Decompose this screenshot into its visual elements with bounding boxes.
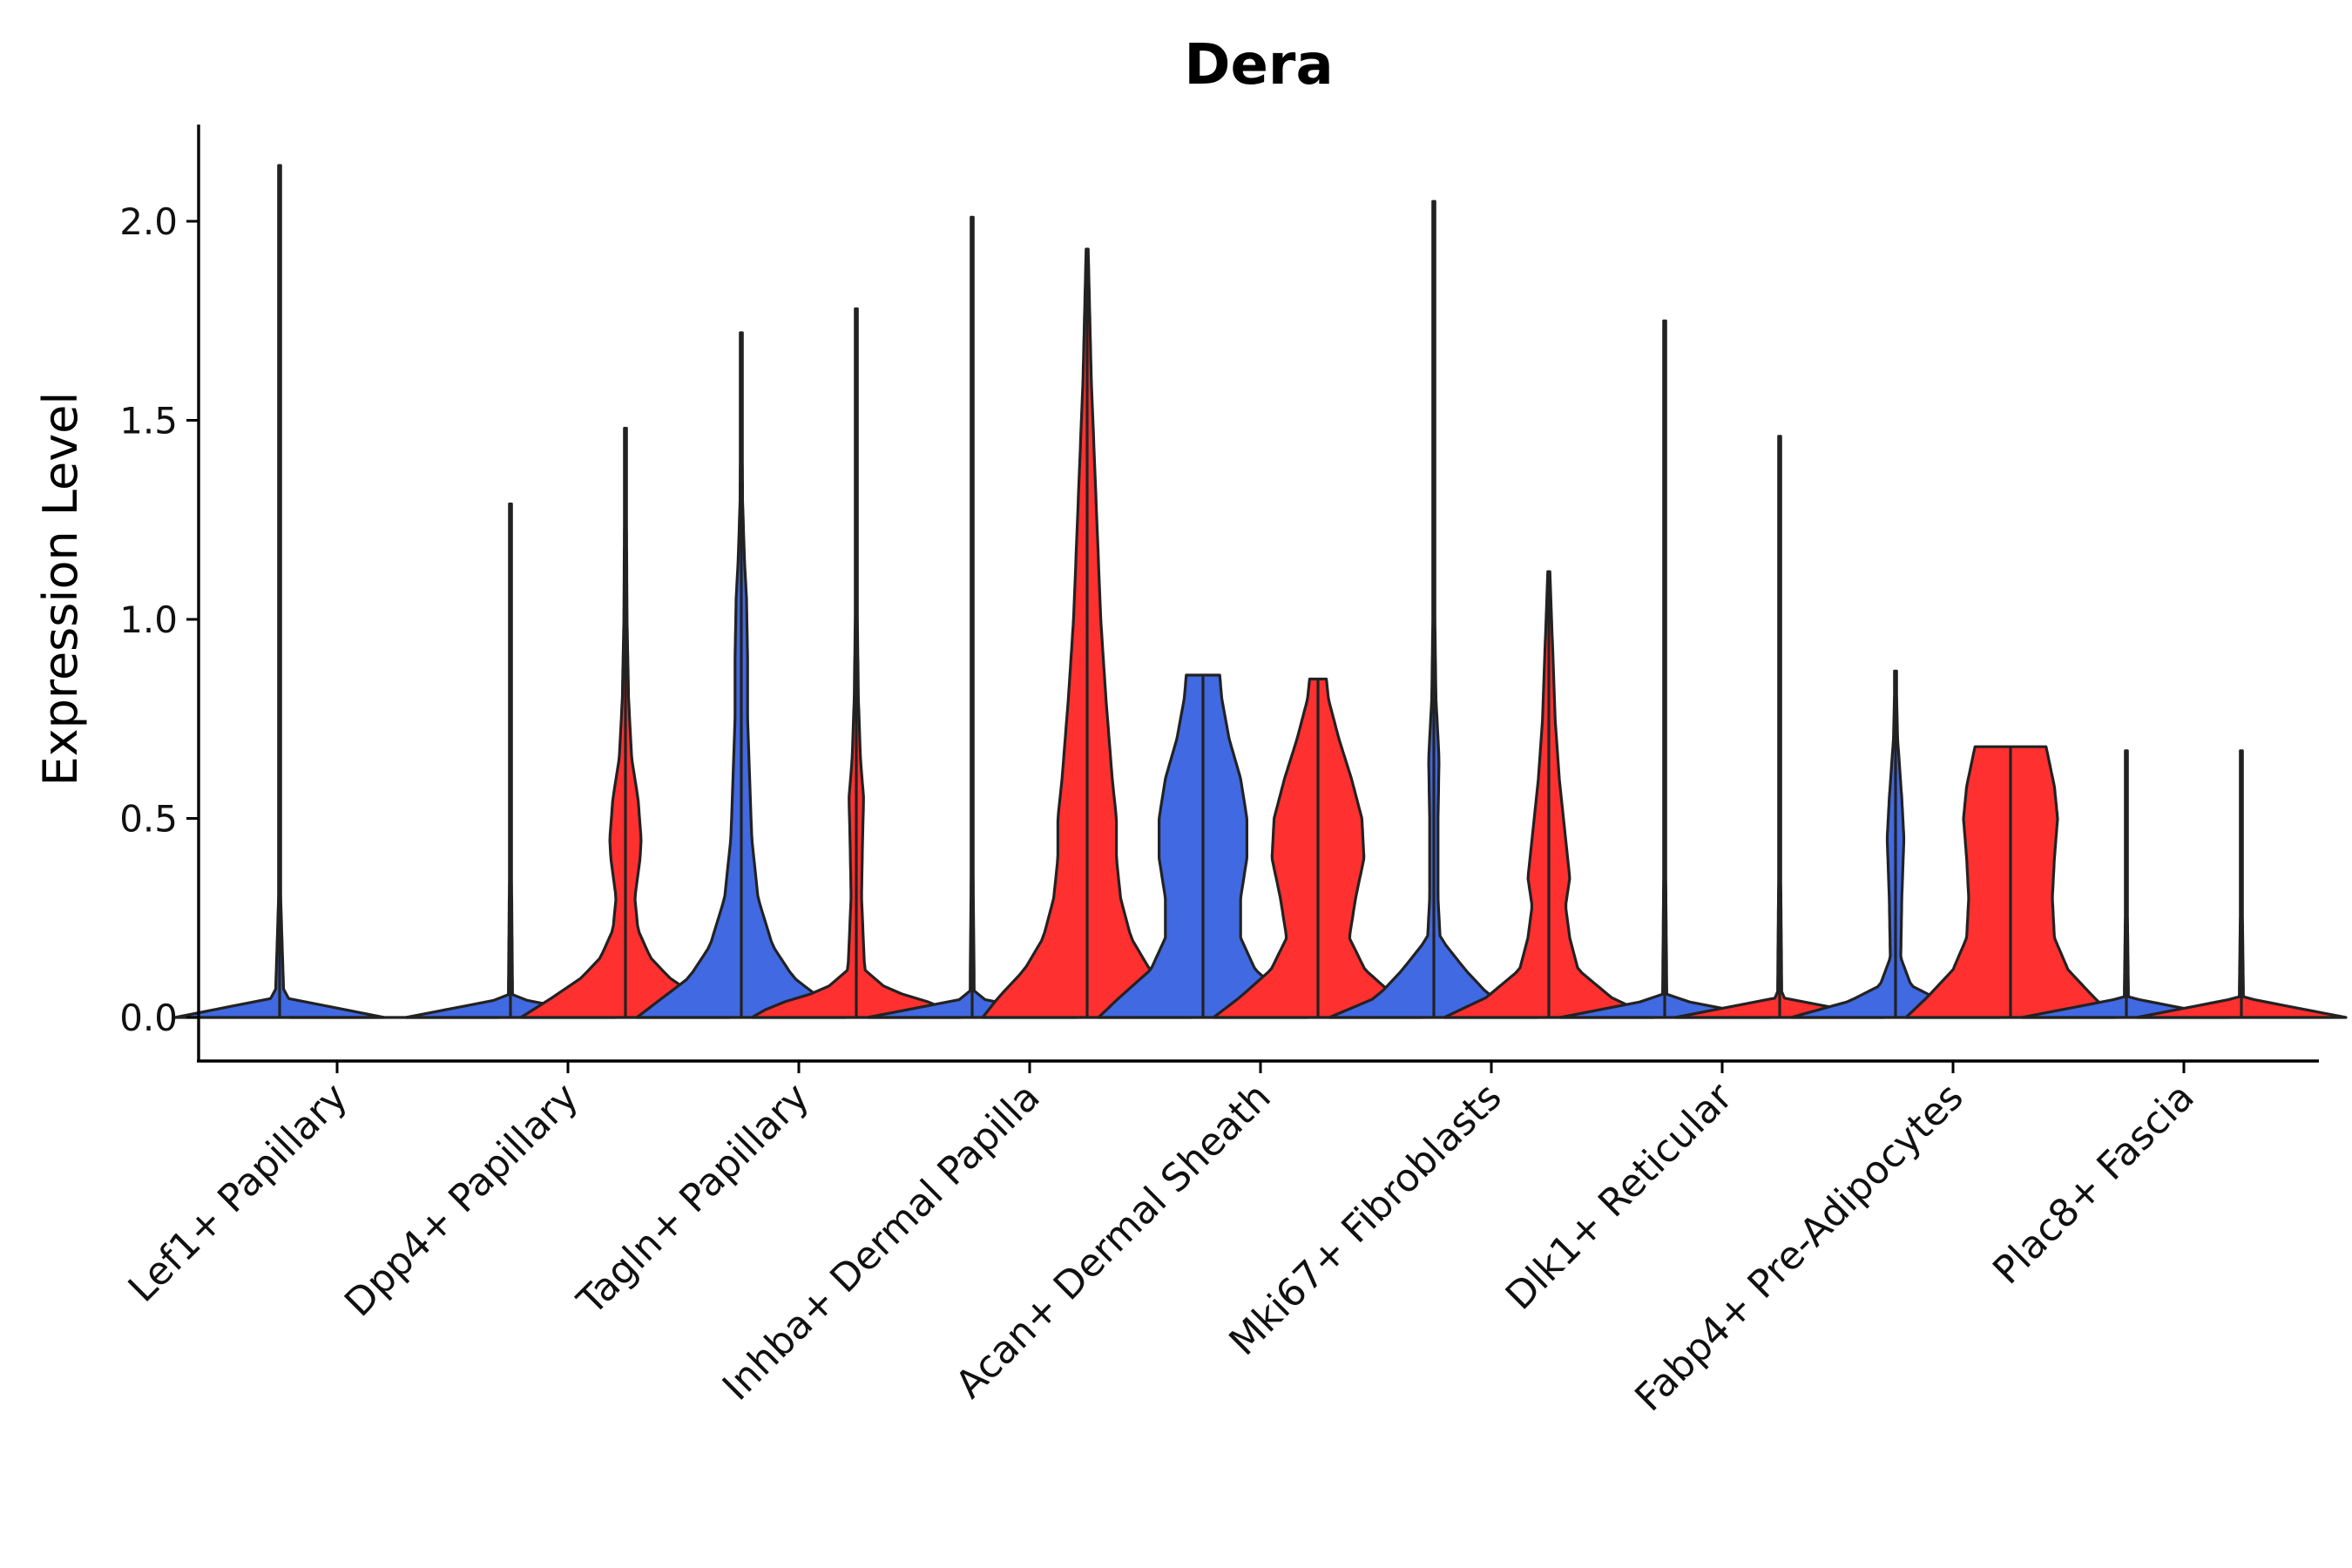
violins-layer — [173, 164, 2348, 1019]
y-tick-label: 0.5 — [119, 798, 178, 841]
y-ticks: 0.0 0.5 1.0 1.5 2.0 — [119, 200, 199, 1039]
axes-layer — [197, 125, 2319, 1063]
y-tick-label: 2.0 — [119, 200, 178, 243]
x-tick-label: Tagln+ Papillary — [569, 1075, 818, 1324]
x-tick-label: Plac8+ Fascia — [1984, 1075, 2203, 1294]
x-tick-label: Dlk1+ Reticular — [1497, 1074, 1742, 1319]
y-axis-label: Expression Level — [33, 392, 88, 787]
y-tick-label: 1.0 — [119, 598, 178, 641]
x-tick-label: Lef1+ Papillary — [120, 1075, 356, 1311]
y-tick-label: 0.0 — [119, 997, 178, 1039]
y-tick-label: 1.5 — [119, 400, 178, 443]
x-tick-label: Dpp4+ Papillary — [336, 1075, 587, 1326]
chart-title: Dera — [1184, 33, 1333, 98]
